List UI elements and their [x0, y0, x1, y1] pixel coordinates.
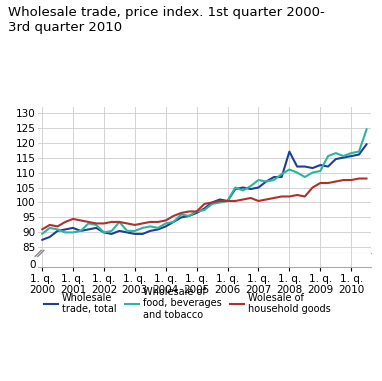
Text: Wholesale trade, price index. 1st quarter 2000-
3rd quarter 2010: Wholesale trade, price index. 1st quarte… — [8, 6, 324, 34]
Legend: Wholesale
trade, total, Wholesale of
food, beverages
and tobacco, Wolesale of
ho: Wholesale trade, total, Wholesale of foo… — [40, 283, 335, 324]
